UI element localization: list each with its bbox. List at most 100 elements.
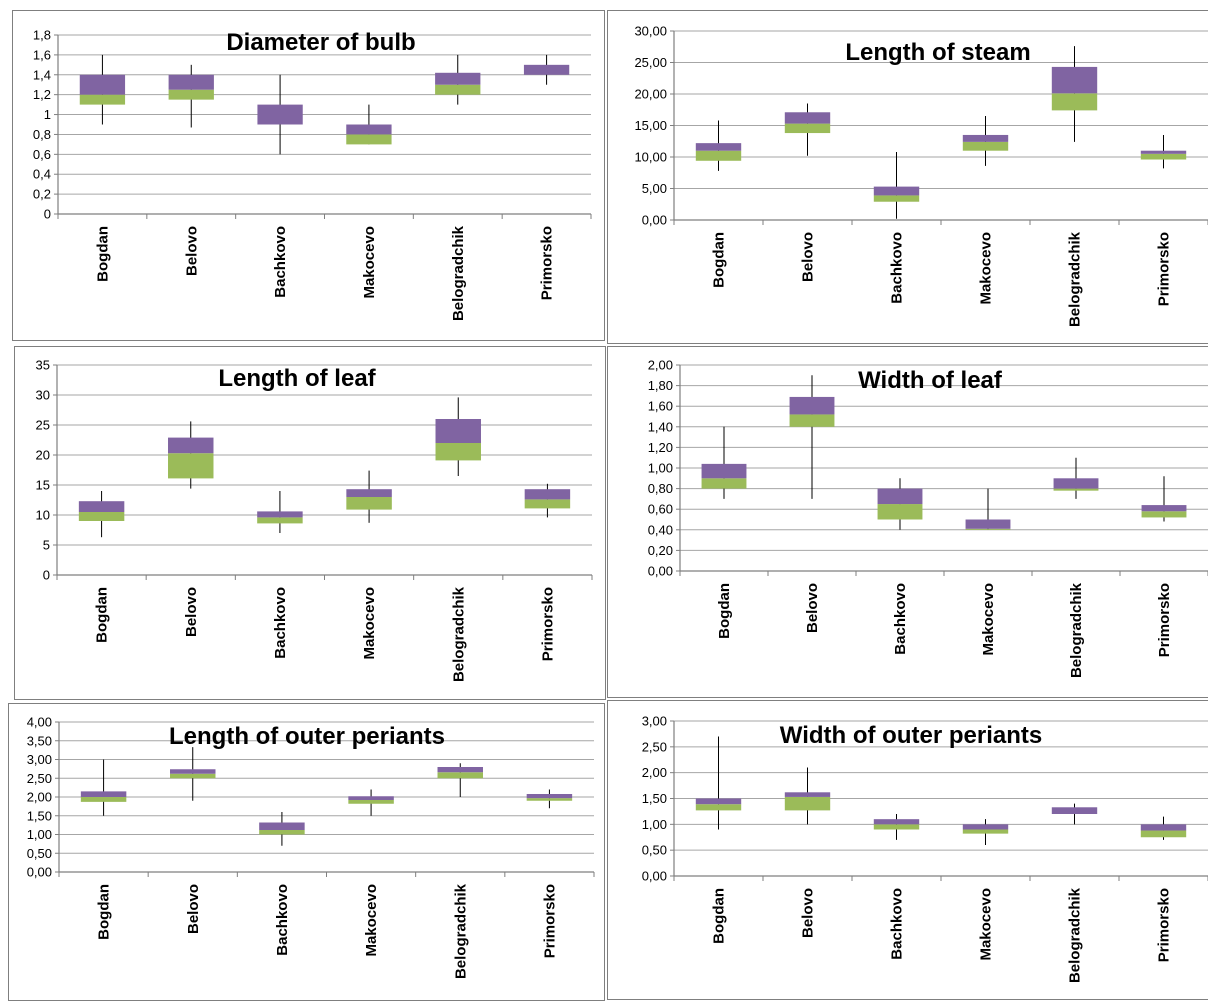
- x-tick-label: Belogradchik: [450, 586, 467, 682]
- y-tick-label: 0,40: [648, 522, 673, 537]
- lower-box-belovo: [784, 796, 831, 811]
- lower-box-belovo: [170, 773, 216, 779]
- box-belogradchik: [1053, 457, 1099, 499]
- x-tick-label: Bachkovo: [272, 226, 289, 298]
- x-tick-label: Bogdan: [96, 884, 113, 940]
- upper-box-makocevo: [962, 824, 1009, 830]
- lower-box-primorsko: [1140, 830, 1187, 838]
- upper-box-belovo: [784, 792, 831, 797]
- lower-box-bogdan: [79, 94, 126, 105]
- chart-diameter-of-bulb: 0 0,2 0,4 0,6 0,8 1 1,2 1,4 1,6 1,8 Bogdan Belovo Ba…: [33, 28, 592, 321]
- upper-box-belovo: [170, 769, 216, 774]
- upper-box-primorsko: [526, 794, 573, 799]
- y-tick-label: 1,00: [648, 461, 673, 476]
- box-primorsko: [1140, 816, 1187, 840]
- y-tick-label: 4,00: [27, 715, 52, 730]
- y-tick-label: 1,2: [33, 87, 51, 102]
- box-belogradchik: [1051, 803, 1098, 825]
- y-tick-label: 1,80: [648, 378, 673, 393]
- chart-panel-width-of-leaf: 0,00 0,20 0,40 0,60 0,80 1,00 1,20 1,40 1,60 1,80…: [607, 346, 1208, 698]
- y-tick-label: 10: [36, 508, 50, 523]
- upper-box-bachkovo: [877, 488, 923, 505]
- lower-box-makocevo: [346, 134, 392, 145]
- box-belovo: [170, 747, 216, 801]
- y-tick-label: 2,00: [27, 790, 52, 805]
- box-bogdan: [695, 120, 742, 171]
- lower-box-makocevo: [346, 497, 392, 510]
- y-tick-label: 1,40: [648, 419, 673, 434]
- upper-box-belovo: [168, 437, 214, 454]
- y-tick-label: 0,00: [648, 564, 673, 579]
- box-makocevo: [962, 819, 1009, 845]
- box-bogdan: [79, 54, 126, 125]
- upper-box-belogradchik: [437, 767, 483, 773]
- box-makocevo: [348, 789, 394, 816]
- lower-box-bogdan: [695, 804, 742, 811]
- box-primorsko: [1141, 476, 1187, 522]
- chart-title: Length of leaf: [218, 365, 376, 392]
- y-tick-label: 0: [43, 568, 50, 583]
- upper-box-bachkovo: [257, 511, 303, 518]
- chart-panel-length-of-leaf: 0 5 10 15 20 25 30 35 Bogdan Belovo Bachkovo Makoce…: [14, 346, 606, 700]
- y-tick-label: 0,20: [648, 543, 673, 558]
- lower-box-bogdan: [695, 150, 742, 161]
- lower-box-bogdan: [701, 478, 747, 489]
- upper-box-bogdan: [701, 463, 747, 479]
- upper-box-primorsko: [524, 489, 571, 500]
- lower-box-bachkovo: [259, 830, 305, 835]
- y-tick-label: 3,00: [642, 714, 667, 729]
- lower-box-makocevo: [965, 528, 1011, 530]
- y-tick-label: 2,00: [648, 358, 673, 373]
- upper-box-bogdan: [78, 501, 125, 512]
- box-bachkovo: [259, 812, 305, 846]
- x-tick-label: Belovo: [185, 884, 202, 934]
- upper-box-belogradchik: [435, 72, 481, 85]
- lower-box-makocevo: [962, 141, 1009, 151]
- box-primorsko: [523, 54, 570, 85]
- upper-box-bachkovo: [873, 819, 920, 825]
- chart-title: Length of outer periants: [169, 723, 445, 750]
- lower-box-bogdan: [78, 512, 125, 521]
- y-tick-label: 0: [44, 207, 51, 222]
- chart-panel-length-of-outer-periants: 0,00 0,50 1,00 1,50 2,00 2,50 3,00 3,50 4,00 Bogd…: [8, 703, 605, 1001]
- lower-box-belovo: [789, 414, 835, 427]
- y-tick-label: 1: [44, 107, 51, 122]
- lower-box-bachkovo: [257, 517, 303, 524]
- y-tick-label: 1,8: [33, 28, 51, 43]
- upper-box-bachkovo: [873, 186, 920, 196]
- lower-box-belogradchik: [435, 84, 481, 95]
- upper-box-belogradchik: [1051, 66, 1098, 94]
- x-tick-label: Primorsko: [1156, 888, 1173, 962]
- x-tick-label: Belovo: [800, 232, 817, 282]
- lower-box-belogradchik: [435, 443, 481, 461]
- box-belovo: [168, 421, 214, 489]
- x-tick-label: Belogradchik: [1068, 582, 1085, 678]
- box-bachkovo: [873, 151, 920, 219]
- y-tick-label: 0,50: [642, 843, 667, 858]
- lower-box-primorsko: [1140, 153, 1187, 160]
- x-tick-label: Belovo: [800, 888, 817, 938]
- y-tick-label: 0,6: [33, 147, 51, 162]
- y-tick-label: 1,00: [642, 817, 667, 832]
- box-bachkovo: [873, 814, 920, 840]
- lower-box-makocevo: [348, 800, 394, 804]
- upper-box-bachkovo: [257, 104, 303, 125]
- box-bogdan: [80, 759, 127, 816]
- x-tick-label: Bachkovo: [272, 587, 289, 659]
- upper-box-makocevo: [346, 489, 392, 497]
- y-tick-label: 2,00: [642, 765, 667, 780]
- upper-box-bogdan: [80, 791, 127, 797]
- y-tick-label: 25: [36, 418, 50, 433]
- upper-box-bogdan: [695, 143, 742, 151]
- y-tick-label: 0,00: [642, 213, 667, 228]
- chart-panel-diameter-of-bulb: 0 0,2 0,4 0,6 0,8 1 1,2 1,4 1,6 1,8 Bogdan Belovo Ba…: [12, 10, 605, 341]
- lower-box-belogradchik: [1053, 488, 1099, 491]
- y-tick-label: 2,50: [642, 739, 667, 754]
- box-primorsko: [524, 483, 571, 518]
- upper-box-belogradchik: [435, 419, 481, 443]
- upper-box-primorsko: [1140, 150, 1187, 154]
- y-tick-label: 1,50: [642, 791, 667, 806]
- lower-box-primorsko: [526, 798, 573, 801]
- box-primorsko: [1140, 134, 1187, 169]
- lower-box-bogdan: [80, 797, 127, 802]
